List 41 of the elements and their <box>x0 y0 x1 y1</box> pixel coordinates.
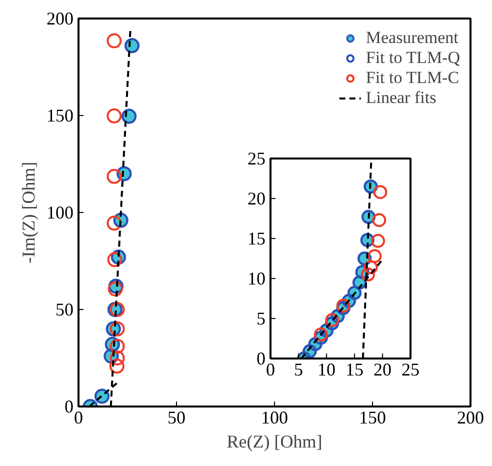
point <box>360 268 375 282</box>
y-tick-label: 50 <box>56 300 74 320</box>
y-tick-label: 15 <box>248 228 266 248</box>
point <box>336 298 350 313</box>
y-axis-title: -Im(Z) [Ohm] <box>18 162 38 264</box>
point <box>372 213 386 228</box>
y-tick-label: 100 <box>46 202 74 222</box>
point <box>314 328 328 342</box>
x-tick-label: 25 <box>402 360 420 380</box>
point <box>106 33 122 48</box>
point <box>110 321 125 336</box>
point <box>373 185 388 200</box>
legend-label: Measurement <box>366 28 458 48</box>
x-axis-title: Re(Z) [Ohm] <box>226 432 322 452</box>
legend-label: Fit to TLM-C <box>366 68 460 88</box>
point <box>106 168 122 184</box>
legend-label: Fit to TLM-Q <box>366 48 460 68</box>
x-tick-label: 150 <box>359 408 386 428</box>
point <box>325 313 340 328</box>
x-tick-label: 50 <box>168 408 186 428</box>
point <box>109 358 124 374</box>
point <box>364 260 378 274</box>
point <box>107 252 122 268</box>
point <box>110 350 125 366</box>
y-tick-label: 5 <box>256 308 266 328</box>
point <box>368 249 382 264</box>
x-tick-label: 20 <box>374 360 392 380</box>
y-tick-label: 10 <box>248 268 266 288</box>
y-tick-label: 20 <box>248 188 266 208</box>
point <box>106 216 122 231</box>
legend-label: Linear fits <box>366 88 436 108</box>
y-tick-label: 150 <box>46 106 74 126</box>
x-tick-label: 200 <box>457 408 484 428</box>
x-tick-label: 10 <box>318 360 336 380</box>
y-tick-label: 25 <box>248 148 266 168</box>
x-tick-label: 5 <box>294 360 303 380</box>
x-tick-label: 15 <box>346 360 364 380</box>
point <box>110 338 125 354</box>
point <box>371 234 386 248</box>
y-tick-label: 200 <box>46 8 74 28</box>
point <box>106 108 122 124</box>
